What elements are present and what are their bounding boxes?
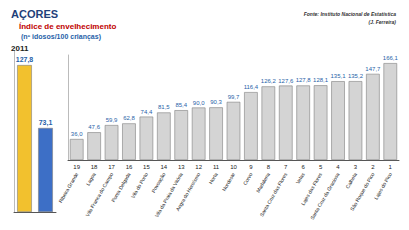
svg-text:Santa Cruz das Flores: Santa Cruz das Flores xyxy=(258,171,288,217)
svg-text:Vila da Praia da Vitória: Vila da Praia da Vitória xyxy=(153,171,184,219)
svg-text:Ponta Delgada: Ponta Delgada xyxy=(110,171,132,203)
svg-text:7: 7 xyxy=(284,164,288,170)
svg-text:116,4: 116,4 xyxy=(244,84,259,90)
svg-text:Vila do Porto: Vila do Porto xyxy=(130,171,150,199)
svg-text:17: 17 xyxy=(108,164,115,170)
svg-text:18: 18 xyxy=(91,164,98,170)
svg-text:1: 1 xyxy=(389,164,393,170)
svg-text:15: 15 xyxy=(143,164,150,170)
svg-text:3: 3 xyxy=(354,164,358,170)
svg-text:128,1: 128,1 xyxy=(313,77,329,83)
svg-text:10: 10 xyxy=(230,164,237,170)
svg-text:74,4: 74,4 xyxy=(141,109,153,115)
svg-text:Lagoa: Lagoa xyxy=(85,171,97,186)
svg-text:Horta: Horta xyxy=(207,171,218,185)
svg-text:99,7: 99,7 xyxy=(228,94,240,100)
svg-text:(nº idosos/100 crianças): (nº idosos/100 crianças) xyxy=(21,33,101,41)
svg-text:(J. Ferreira): (J. Ferreira) xyxy=(368,19,396,25)
svg-text:Fonte: Instituto Nacional de E: Fonte: Instituto Nacional de Estatística xyxy=(304,11,396,17)
svg-text:Índice de envelhecimento: Índice de envelhecimento xyxy=(19,22,116,31)
svg-text:126,2: 126,2 xyxy=(261,78,277,84)
svg-text:147,7: 147,7 xyxy=(365,66,381,72)
svg-text:São Roque do Pico: São Roque do Pico xyxy=(349,171,376,211)
svg-text:19: 19 xyxy=(73,164,80,170)
svg-text:14: 14 xyxy=(160,164,167,170)
svg-text:Calheta: Calheta xyxy=(344,171,358,189)
svg-text:Nordeste: Nordeste xyxy=(221,171,236,192)
svg-text:47,6: 47,6 xyxy=(88,124,100,130)
svg-text:166,1: 166,1 xyxy=(383,55,399,61)
svg-text:127,8: 127,8 xyxy=(296,77,312,83)
svg-text:Lajes do Pico: Lajes do Pico xyxy=(373,171,393,200)
svg-text:AÇORES: AÇORES xyxy=(11,8,58,20)
svg-text:Lajes das Flores: Lajes das Flores xyxy=(299,171,324,207)
svg-text:Vila Franca do Campo: Vila Franca do Campo xyxy=(84,171,114,217)
svg-text:135,1: 135,1 xyxy=(331,73,347,79)
svg-text:90,3: 90,3 xyxy=(210,99,222,105)
svg-text:Madalena: Madalena xyxy=(255,171,271,193)
svg-text:Corvo: Corvo xyxy=(242,171,254,186)
svg-text:Angra do Heroísmo: Angra do Heroísmo xyxy=(174,171,201,212)
svg-text:81,5: 81,5 xyxy=(158,104,170,110)
svg-text:73,1: 73,1 xyxy=(39,119,53,127)
svg-text:127,8: 127,8 xyxy=(16,56,34,64)
svg-text:59,9: 59,9 xyxy=(106,117,118,123)
svg-text:2: 2 xyxy=(371,164,375,170)
svg-text:Velas: Velas xyxy=(294,171,306,185)
svg-text:Ribeira Grande: Ribeira Grande xyxy=(57,171,79,203)
svg-text:6: 6 xyxy=(302,164,306,170)
svg-text:5: 5 xyxy=(319,164,323,170)
svg-text:16: 16 xyxy=(126,164,133,170)
svg-text:2011: 2011 xyxy=(11,44,29,53)
svg-text:90,0: 90,0 xyxy=(193,100,205,106)
svg-text:8: 8 xyxy=(267,164,271,170)
svg-text:12: 12 xyxy=(195,164,202,170)
svg-text:36,0: 36,0 xyxy=(71,131,83,137)
svg-text:Santa Cruz da Graciosa: Santa Cruz da Graciosa xyxy=(309,171,341,220)
svg-text:9: 9 xyxy=(249,164,253,170)
svg-text:11: 11 xyxy=(213,164,220,170)
svg-text:135,2: 135,2 xyxy=(348,73,364,79)
svg-text:4: 4 xyxy=(336,164,340,170)
svg-text:85,4: 85,4 xyxy=(175,102,187,108)
svg-text:13: 13 xyxy=(178,164,185,170)
svg-text:Povoação: Povoação xyxy=(150,171,166,193)
svg-text:62,8: 62,8 xyxy=(123,115,135,121)
svg-text:127,6: 127,6 xyxy=(278,78,294,84)
